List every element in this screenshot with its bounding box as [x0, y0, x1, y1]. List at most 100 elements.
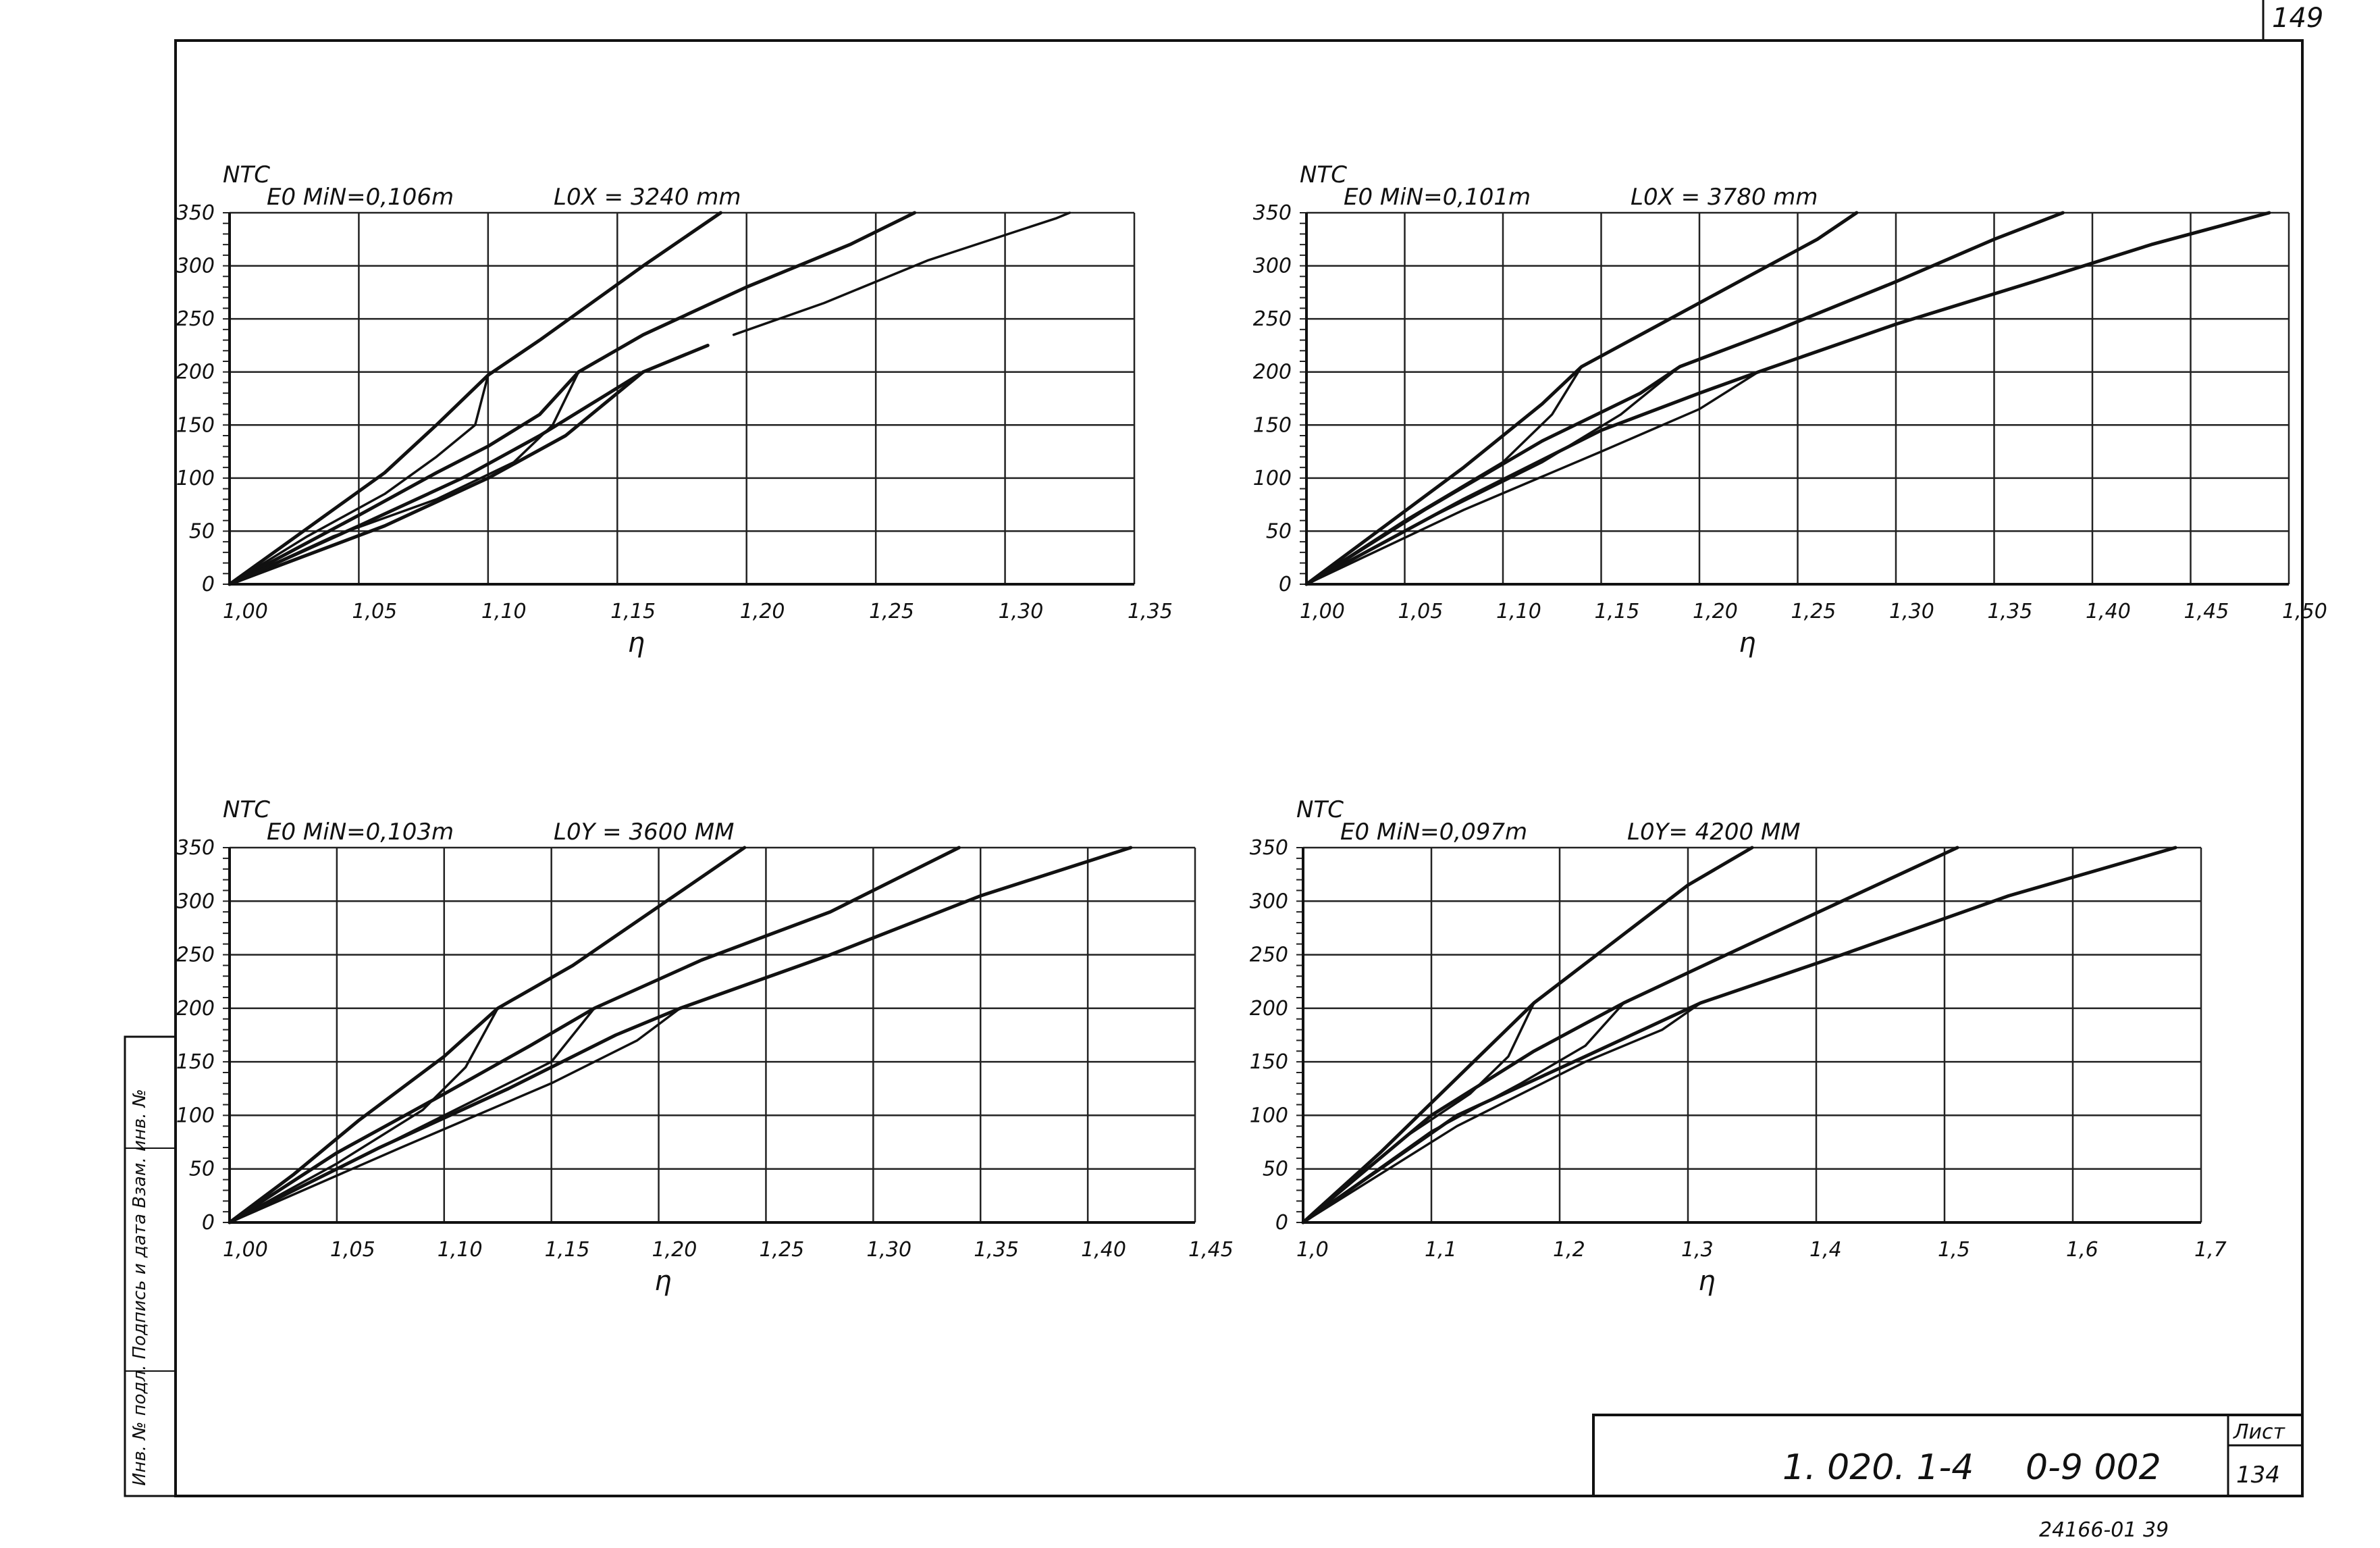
series-line-0 [228, 211, 722, 586]
x-tick-label: 1,05 [330, 1238, 375, 1262]
y-tick-label: 150 [1250, 1050, 1288, 1074]
y-tick-label: 100 [1250, 1104, 1288, 1127]
x-tick-label: 1,40 [1081, 1238, 1126, 1262]
x-tick-label: 1,3 [1681, 1238, 1714, 1262]
chart-top-left: 1,00 1,05 1,10 1,15 1,20 1,25 1,30 1,35 0 50 100 15… [176, 161, 1173, 659]
x-tick-label: 1,15 [610, 600, 656, 623]
x-tick-label: 1,20 [652, 1238, 697, 1262]
y-axis-label: NТС [1300, 161, 1347, 188]
eccentricity-label: E0 MiN=0,097m [1340, 819, 1527, 846]
drawing-code: 0-9 002 [2026, 1447, 2161, 1488]
y-tick-label: 200 [1250, 997, 1288, 1021]
x-tick-label: 1,30 [1889, 600, 1934, 623]
y-axis-label: NТС [223, 796, 270, 823]
x-tick-label: 1,1 [1425, 1238, 1457, 1262]
series-line-1 [228, 373, 490, 586]
x-tick-label: 1,50 [2282, 600, 2327, 623]
y-tick-label: 200 [1253, 361, 1292, 384]
series-line-5 [1305, 370, 1760, 586]
y-tick-label: 0 [1275, 1211, 1288, 1235]
y-tick-label: 200 [176, 997, 215, 1021]
eccentricity-label: E0 MiN=0,103m [267, 819, 454, 846]
y-tick-label: 350 [1253, 201, 1292, 225]
series-line-5 [732, 211, 1072, 336]
y-tick-label: 50 [189, 1158, 215, 1181]
series-line-3 [1305, 365, 1681, 586]
y-tick-label: 150 [176, 1050, 215, 1074]
x-axis-label: η [628, 627, 645, 659]
series-line-5 [1302, 1002, 1702, 1224]
y-tick-label: 150 [1253, 413, 1292, 437]
x-tick-label: 1,2 [1553, 1238, 1585, 1262]
y-tick-label: 0 [202, 573, 215, 596]
series-line-4 [1301, 846, 2177, 1224]
eccentricity-label: E0 MiN=0,101m [1344, 184, 1531, 211]
sheet-number: 134 [2236, 1462, 2280, 1489]
y-tick-label: 200 [176, 361, 215, 384]
chart-bottom-left: 1,00 1,05 1,10 1,15 1,20 1,25 1,30 1,35 1,40 1,45… [176, 796, 1234, 1297]
y-tick-label: 250 [1250, 944, 1288, 967]
series-line-0 [228, 846, 747, 1224]
x-axis-label: η [1698, 1266, 1715, 1297]
x-tick-label: 1,00 [223, 1238, 268, 1262]
sheet-label: Лист [2233, 1420, 2286, 1444]
x-tick-label: 1,25 [1791, 600, 1836, 623]
y-tick-label: 50 [189, 519, 215, 543]
series-line-4 [1304, 211, 2271, 586]
side-stamp-text: Инв. № подл. Подпись и дата Взам. инв. № [130, 1089, 150, 1486]
y-tick-label: 50 [1263, 1158, 1288, 1181]
x-tick-label: 1,10 [481, 600, 527, 623]
y-tick-label: 250 [176, 307, 215, 331]
archive-stamp: 24166-01 39 [2039, 1518, 2169, 1542]
document-code: 1. 020. 1-4 [1782, 1447, 1974, 1488]
chart-bottom-right: 1,0 1,1 1,2 1,3 1,4 1,5 1,6 1,7 0 50 100 150 200 250 3… [1250, 796, 2227, 1297]
x-tick-label: 1,0 [1296, 1238, 1329, 1262]
x-tick-label: 1,05 [352, 600, 397, 623]
length-label: L0Y= 4200 MM [1627, 819, 1801, 846]
series-line-0 [1304, 211, 1859, 586]
y-tick-label: 300 [176, 889, 215, 913]
sheet-frame [174, 39, 2304, 1497]
y-tick-label: 250 [1253, 307, 1292, 331]
x-tick-label: 1,30 [999, 600, 1044, 623]
y-axis-label: NТС [1296, 796, 1344, 823]
y-tick-label: 350 [1250, 836, 1288, 860]
x-tick-label: 1,00 [223, 600, 268, 623]
x-tick-label: 1,4 [1809, 1238, 1842, 1262]
x-tick-label: 1,20 [740, 600, 785, 623]
x-tick-label: 1,30 [866, 1238, 911, 1262]
x-tick-label: 1,10 [1496, 600, 1541, 623]
y-tick-label: 250 [176, 944, 215, 967]
chart-top-right: 1,00 1,05 1,10 1,15 1,20 1,25 1,30 1,35 1,40 1,45… [1253, 161, 2327, 659]
y-tick-label: 0 [1279, 573, 1292, 596]
y-tick-label: 300 [176, 255, 215, 278]
x-tick-label: 1,35 [974, 1238, 1019, 1262]
eccentricity-label: E0 MiN=0,106m [267, 184, 454, 211]
y-axis-label: NТС [223, 161, 270, 188]
series-line-1 [228, 1007, 499, 1224]
x-tick-label: 1,20 [1693, 600, 1738, 623]
x-axis-label: η [1739, 627, 1755, 659]
x-tick-label: 1,15 [545, 1238, 590, 1262]
y-tick-label: 350 [176, 201, 215, 225]
length-label: L0X = 3780 mm [1631, 184, 1818, 211]
y-tick-label: 300 [1253, 255, 1292, 278]
series-line-2 [228, 846, 961, 1224]
x-tick-label: 1,45 [2184, 600, 2229, 623]
x-tick-label: 1,25 [869, 600, 914, 623]
series-line-2 [228, 211, 917, 586]
x-axis-label: η [654, 1266, 671, 1297]
y-tick-label: 300 [1250, 889, 1288, 913]
y-tick-label: 50 [1266, 519, 1292, 543]
x-tick-label: 1,5 [1938, 1238, 1970, 1262]
x-tick-label: 1,10 [438, 1238, 483, 1262]
x-tick-label: 1,40 [2086, 600, 2131, 623]
series-line-6 [228, 370, 645, 586]
title-block [1592, 1414, 2304, 1497]
y-tick-label: 100 [176, 467, 215, 490]
x-tick-label: 1,25 [759, 1238, 804, 1262]
x-tick-label: 1,05 [1398, 600, 1444, 623]
page-number: 149 [2272, 3, 2323, 34]
y-tick-label: 150 [176, 413, 215, 437]
